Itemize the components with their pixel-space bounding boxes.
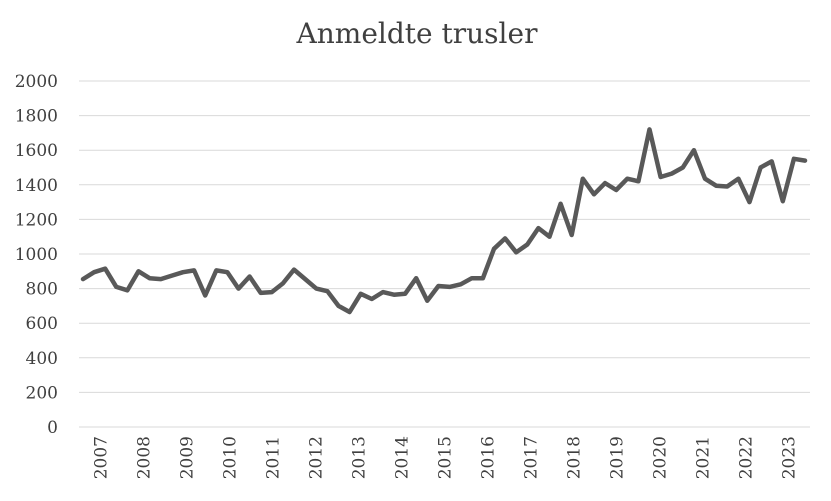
x-tick-label: 2016 (479, 436, 499, 479)
y-tick-label: 1200 (15, 210, 58, 230)
x-tick-label: 2019 (608, 436, 628, 479)
y-tick-label: 400 (26, 349, 58, 369)
x-tick-label: 2023 (780, 436, 800, 479)
y-tick-label: 200 (26, 383, 58, 403)
y-tick-label: 1000 (15, 245, 58, 265)
x-tick-label: 2009 (178, 436, 198, 479)
gridlines (79, 80, 810, 428)
x-axis-tick-labels: 2007 2008 2009 2010 2011 2012 2013 2014 2015 2016… (92, 436, 800, 479)
chart-title: Anmeldte trusler (296, 17, 539, 50)
x-tick-label: 2022 (737, 436, 757, 479)
y-tick-label: 0 (47, 418, 58, 438)
x-tick-label: 2021 (694, 436, 714, 479)
y-tick-label: 1800 (15, 107, 58, 127)
x-tick-label: 2017 (522, 436, 542, 479)
y-tick-label: 1400 (15, 176, 58, 196)
x-tick-label: 2010 (221, 436, 241, 479)
y-tick-label: 800 (26, 280, 58, 300)
y-tick-label: 600 (26, 314, 58, 334)
y-tick-label: 1600 (15, 141, 58, 161)
x-tick-label: 2018 (565, 436, 585, 479)
x-tick-label: 2014 (393, 436, 413, 479)
x-tick-label: 2011 (264, 436, 284, 479)
x-tick-label: 2015 (436, 436, 456, 479)
x-tick-label: 2007 (92, 436, 112, 479)
x-tick-label: 2012 (307, 436, 327, 479)
x-tick-label: 2013 (350, 436, 370, 479)
x-tick-label: 2020 (651, 436, 671, 479)
y-axis-tick-labels: 0 200 400 600 800 1000 1200 1400 1600 1800 2000 (15, 72, 58, 438)
y-tick-label: 2000 (15, 72, 58, 92)
series-line (80, 127, 808, 315)
x-tick-label: 2008 (135, 436, 155, 479)
